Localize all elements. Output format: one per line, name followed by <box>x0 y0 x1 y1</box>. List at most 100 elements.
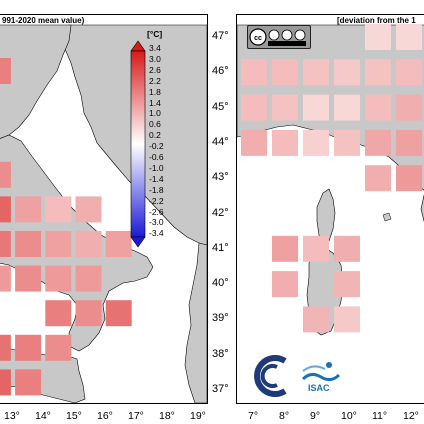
anomaly-cell-right-4 <box>303 59 329 86</box>
albania-coast <box>184 242 207 403</box>
left-lon-tick: 19° <box>190 410 206 422</box>
colorbar-label: -3.4 <box>149 228 164 239</box>
anomaly-cell-left-13 <box>45 231 72 257</box>
anomaly-cell-left-4 <box>0 161 11 188</box>
right-map-panel: [deviation from the 1 cc <box>236 14 424 404</box>
anomaly-cell-left-24 <box>0 334 11 361</box>
left-map-panel: 991-2020 mean value) [°C] 3.4 3.0 2.6 2.2 1.… <box>0 14 208 404</box>
anomaly-cell-right-16 <box>303 129 329 156</box>
colorbar-label: 1.4 <box>149 97 161 108</box>
cnr-logo <box>245 355 291 397</box>
left-lon-tick: 16° <box>97 410 113 422</box>
anomaly-cell-left-15 <box>105 231 132 257</box>
anomaly-cell-left-7 <box>15 196 42 223</box>
isac-logo-text: ISAC <box>308 383 330 393</box>
anomaly-cell-right-1 <box>396 24 422 50</box>
colorbar-label: -0.2 <box>149 141 164 152</box>
colorbar-label: -2.2 <box>149 195 164 206</box>
anomaly-cell-right-15 <box>272 129 298 156</box>
anomaly-cell-left-18 <box>45 265 72 292</box>
anomaly-cell-left-28 <box>15 369 42 396</box>
anomaly-cell-right-6 <box>365 59 391 86</box>
left-panel-title: 991-2020 mean value) <box>2 16 85 25</box>
anomaly-cell-right-21 <box>396 165 422 192</box>
left-lon-tick: 13° <box>4 410 20 422</box>
anomaly-cell-left-8 <box>45 196 72 223</box>
colorbar-label: 2.2 <box>149 75 161 86</box>
colorbar-label: 2.6 <box>149 64 161 75</box>
right-lon-tick: 7° <box>248 410 259 422</box>
colorbar-label: -1.4 <box>149 173 164 184</box>
anomaly-cell-right-18 <box>365 129 391 156</box>
colorbar-label: 0.6 <box>149 119 161 130</box>
anomaly-cell-left-27 <box>0 369 11 396</box>
anomaly-cell-left-6 <box>0 196 11 223</box>
right-lon-tick: 8° <box>279 410 290 422</box>
anomaly-cell-right-13 <box>396 94 422 121</box>
right-lat-tick: 47° <box>212 30 229 42</box>
right-lat-tick: 39° <box>212 312 229 325</box>
isac-logo: ISAC <box>299 357 341 395</box>
colorbar-label: 1.0 <box>149 108 161 119</box>
right-lat-tick: 44° <box>212 135 229 148</box>
tuscan-island-elba <box>382 212 392 222</box>
anomaly-cell-right-24 <box>334 235 360 262</box>
cc-icon <box>249 28 267 46</box>
right-map <box>237 24 424 336</box>
anomaly-cell-right-3 <box>272 59 298 86</box>
anomaly-cell-right-23 <box>303 235 329 262</box>
nc-icon <box>281 29 293 41</box>
by-icon <box>268 29 280 41</box>
anomaly-cell-left-21 <box>75 300 102 327</box>
right-lat-tick: 42° <box>212 206 229 219</box>
right-lon-tick: 9° <box>310 410 321 422</box>
sicily-land <box>0 348 86 403</box>
anomaly-cell-left-12 <box>15 231 42 257</box>
colorbar-label: -3.0 <box>149 217 164 228</box>
svg-text:cc: cc <box>254 35 262 42</box>
anomaly-cell-right-25 <box>272 271 298 298</box>
colorbar-label: -0.6 <box>149 152 164 162</box>
anomaly-cell-right-8 <box>241 94 267 121</box>
anomaly-cell-right-9 <box>272 94 298 121</box>
sa-icon <box>294 29 306 41</box>
right-lon-tick: 10° <box>341 410 357 422</box>
colorbar-bottom-arrow <box>130 236 146 248</box>
anomaly-cell-right-22 <box>272 235 298 262</box>
anomaly-cell-left-26 <box>45 334 72 361</box>
anomaly-cell-right-20 <box>365 165 391 192</box>
anomaly-cell-right-10 <box>303 94 329 121</box>
right-lat-tick: 40° <box>212 277 229 290</box>
colorbar-label: 0.2 <box>149 130 161 141</box>
right-lon-tick: 12° <box>403 410 419 422</box>
left-map <box>0 24 207 403</box>
anomaly-cell-right-28 <box>334 306 360 333</box>
colorbar-label: -2.6 <box>149 206 164 217</box>
right-lat-tick: 38° <box>212 347 229 360</box>
anomaly-cell-right-27 <box>303 306 329 333</box>
anomaly-cell-right-12 <box>365 94 391 121</box>
anomaly-cell-right-17 <box>334 129 360 156</box>
colorbar-label: 1.8 <box>149 86 161 97</box>
anomaly-cell-left-22 <box>105 300 132 327</box>
colorbar <box>130 40 146 248</box>
anomaly-cell-left-20 <box>45 300 72 327</box>
colorbar-gradient <box>130 50 146 238</box>
colorbar-label: -1.8 <box>149 184 164 195</box>
right-panel-title: [deviation from the 1 <box>337 16 416 25</box>
anomaly-cell-right-0 <box>365 24 391 50</box>
anomaly-cell-right-2 <box>241 59 267 86</box>
anomaly-cell-left-17 <box>15 265 42 292</box>
left-lon-tick: 14° <box>35 410 51 422</box>
left-lon-tick: 17° <box>128 410 144 422</box>
anomaly-cell-left-9 <box>75 196 102 223</box>
colorbar-unit: [°C] <box>147 29 163 39</box>
cc-license-badge[interactable]: cc <box>247 25 311 49</box>
anomaly-cell-left-1 <box>0 58 11 84</box>
colorbar-label: 3.4 <box>149 43 161 53</box>
left-lon-tick: 15° <box>66 410 82 422</box>
italy-west-coast <box>420 194 424 223</box>
right-lon-tick: 11° <box>372 410 388 422</box>
right-lat-tick: 43° <box>212 171 229 184</box>
anomaly-cell-left-14 <box>75 231 102 257</box>
